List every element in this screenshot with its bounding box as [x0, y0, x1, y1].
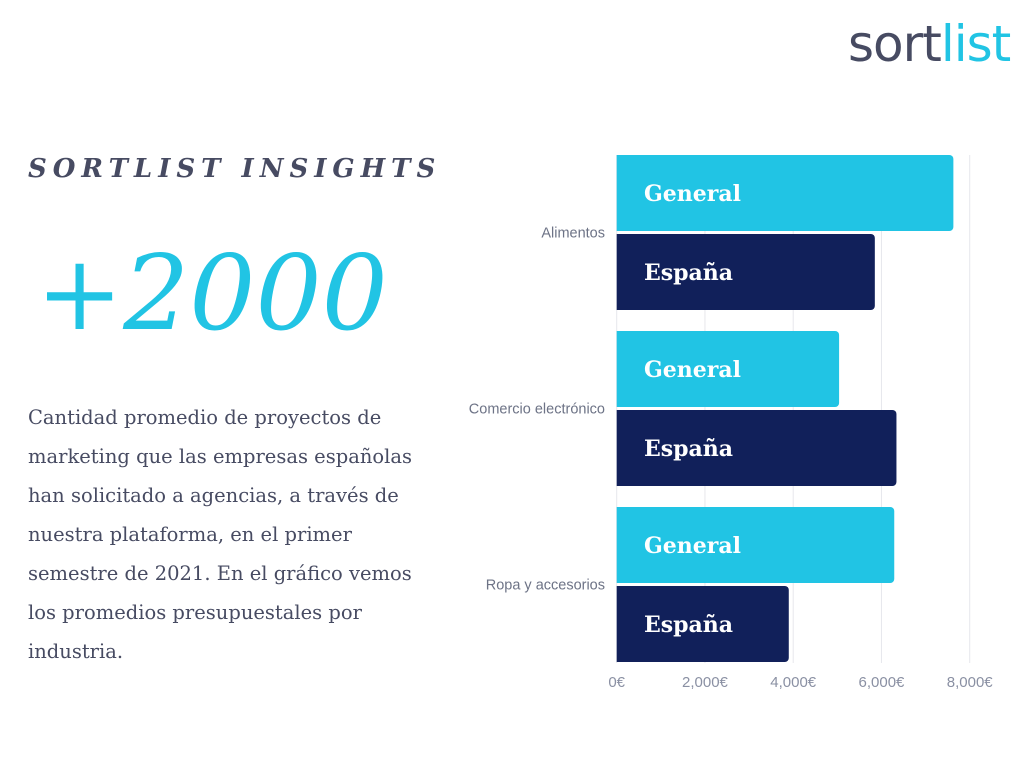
x-tick-label: 6,000€	[859, 674, 906, 691]
bar-label: España	[644, 260, 733, 286]
bar-espana	[616, 410, 897, 486]
bar-label: General	[644, 357, 741, 383]
bar-general	[616, 507, 895, 583]
sortlist-logo: sortlist	[848, 14, 1011, 74]
bar-general	[616, 155, 954, 231]
bar-label: General	[644, 181, 741, 207]
bar-label: General	[644, 533, 741, 559]
category-label: Comercio electrónico	[469, 402, 605, 418]
bar-espana	[616, 234, 875, 310]
x-tick-label: 2,000€	[682, 674, 729, 691]
headline-number: +2000	[36, 232, 388, 354]
category-label: Ropa y accesorios	[486, 578, 605, 594]
x-tick-label: 0€	[608, 674, 625, 691]
description: Cantidad promedio de proyectos de market…	[28, 406, 412, 663]
bar-general	[616, 331, 840, 407]
logo-part2: list	[940, 15, 1011, 73]
category-label: Alimentos	[541, 226, 605, 242]
logo-part1: sort	[848, 15, 942, 73]
bar-label: España	[644, 612, 733, 638]
bar-label: España	[644, 436, 733, 462]
x-tick-label: 4,000€	[770, 674, 817, 691]
section-kicker: SORTLIST INSIGHTS	[28, 154, 442, 184]
x-tick-label: 8,000€	[947, 674, 994, 691]
bar-espana	[616, 586, 789, 662]
